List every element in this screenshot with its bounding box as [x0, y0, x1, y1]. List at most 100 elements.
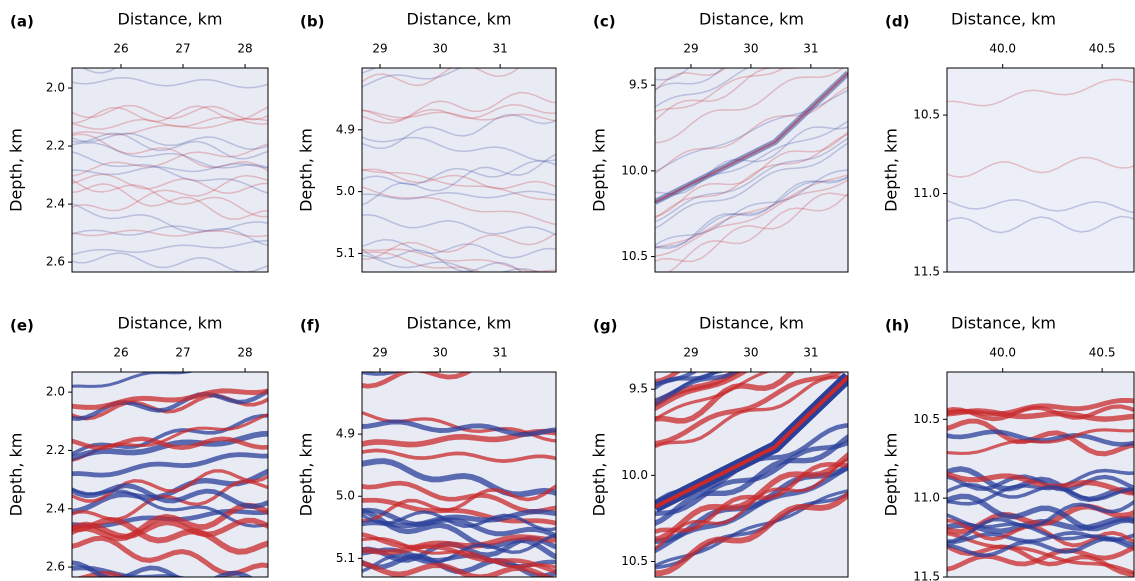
reflector — [362, 534, 556, 556]
reflector — [72, 178, 268, 218]
reflector — [947, 499, 1134, 544]
x-tick-label: 30 — [432, 346, 447, 360]
x-tick-label: 30 — [743, 42, 758, 56]
reflector — [72, 104, 268, 121]
y-tick-label: 2.0 — [46, 81, 65, 95]
reflector — [655, 490, 848, 577]
x-axis-title: Distance, km — [118, 10, 223, 29]
reflector — [72, 483, 268, 509]
reflector — [362, 507, 556, 539]
reflector — [655, 68, 786, 113]
reflector — [362, 448, 556, 463]
reflector — [362, 254, 541, 272]
reflector — [72, 76, 268, 89]
reflector — [655, 131, 848, 218]
x-tick-label: 30 — [743, 346, 758, 360]
frame — [946, 67, 1135, 273]
x-axis-title: Distance, km — [951, 10, 1056, 29]
x-axis-title: Distance, km — [407, 314, 512, 333]
y-axis-title: Depth, km — [590, 128, 609, 212]
reflector — [72, 163, 268, 176]
reflector — [655, 178, 848, 257]
y-tick-label: 10.5 — [913, 108, 940, 122]
reflector — [72, 560, 254, 577]
y-tick-label: 5.1 — [336, 551, 355, 565]
reflector — [72, 517, 268, 540]
reflector — [72, 143, 268, 177]
reflector — [72, 141, 268, 169]
seismic-image — [655, 68, 848, 272]
reflector — [947, 418, 1134, 457]
reflector — [362, 372, 467, 376]
x-tick-label: 40.0 — [989, 346, 1016, 360]
reflector — [655, 68, 749, 108]
reflector — [362, 560, 556, 577]
reflector — [655, 372, 682, 384]
reflector — [362, 186, 556, 226]
reflector — [362, 458, 556, 498]
reflector — [362, 103, 556, 124]
reflector — [655, 451, 848, 543]
panel-label: (g) — [593, 317, 617, 335]
x-tick-label: 40.5 — [1089, 42, 1116, 56]
x-tick-label: 31 — [803, 42, 818, 56]
panel-label: (c) — [593, 13, 616, 31]
reflector — [72, 132, 268, 150]
reflector — [655, 462, 848, 534]
panel-label: (a) — [10, 13, 34, 31]
reflector — [72, 151, 268, 194]
main-reflector — [655, 72, 848, 203]
reflector — [72, 105, 268, 124]
reflector — [655, 68, 727, 92]
frame — [361, 371, 557, 578]
x-tick-label: 29 — [372, 42, 387, 56]
y-tick-label: 11.0 — [913, 491, 940, 505]
reflector — [655, 175, 848, 249]
reflector — [362, 136, 556, 162]
x-tick-label: 27 — [175, 42, 190, 56]
frame — [71, 371, 269, 578]
seismic-image — [72, 68, 268, 272]
reflector — [655, 68, 799, 122]
reflector — [362, 113, 556, 150]
y-tick-label: 10.5 — [621, 554, 648, 568]
reflector — [72, 516, 268, 555]
seismic-image — [362, 68, 556, 272]
y-tick-label: 2.6 — [46, 560, 65, 574]
image-bg — [362, 68, 556, 272]
reflector — [72, 436, 268, 450]
y-tick-label: 11.0 — [913, 186, 940, 200]
reflector — [655, 89, 848, 173]
reflector — [655, 372, 772, 421]
reflector — [947, 199, 1134, 214]
reflector — [362, 238, 556, 259]
seismic-image — [947, 372, 1134, 577]
panel-label: (b) — [300, 13, 324, 31]
reflector — [655, 372, 749, 412]
x-tick-label: 31 — [803, 346, 818, 360]
y-tick-label: 5.1 — [336, 246, 355, 260]
y-axis-title: Depth, km — [590, 433, 609, 517]
reflector — [72, 413, 268, 457]
reflector — [81, 68, 118, 74]
reflector — [72, 174, 268, 212]
y-axis-title: Depth, km — [297, 433, 316, 517]
reflector — [72, 479, 268, 522]
reflector — [947, 536, 1134, 558]
seismic-image — [947, 68, 1134, 272]
y-tick-label: 10.5 — [621, 249, 648, 263]
frame — [654, 67, 849, 273]
frame — [71, 67, 269, 273]
reflector — [655, 86, 848, 175]
reflector — [947, 215, 1134, 234]
x-tick-label: 31 — [493, 346, 508, 360]
panel-label: (d) — [885, 13, 909, 31]
y-axis-title: Depth, km — [297, 128, 316, 212]
reflector — [947, 468, 1134, 506]
y-axis-title: Depth, km — [882, 128, 901, 212]
panel-label: (f) — [300, 317, 320, 335]
reflector — [947, 156, 1134, 178]
reflector — [947, 78, 1134, 107]
reflector — [362, 419, 556, 437]
reflector — [362, 168, 556, 201]
